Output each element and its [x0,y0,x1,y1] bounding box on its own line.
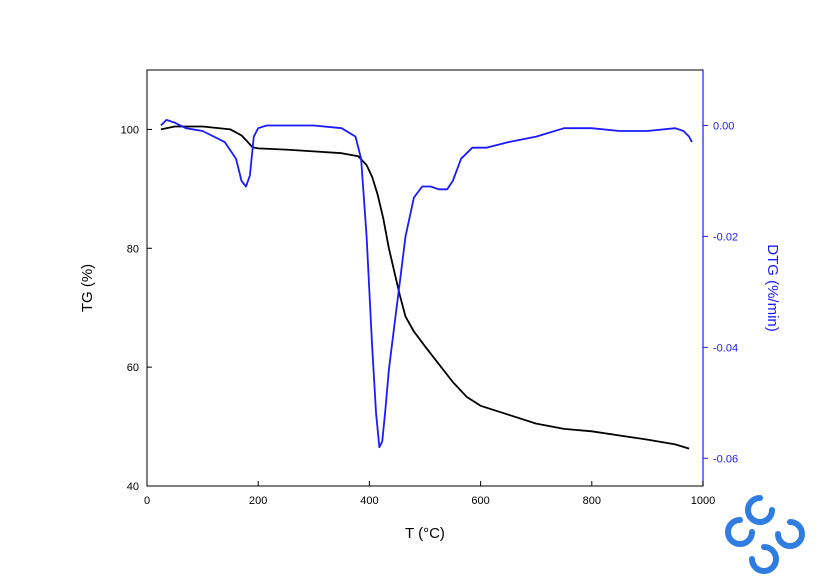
plot-frame [146,69,704,487]
y-left-tick-label: 80 [127,243,139,255]
x-tick-label: 200 [249,495,267,507]
x-tick-label: 800 [583,495,601,507]
x-tick-label: 600 [471,495,489,507]
x-tick-label: 1000 [691,495,715,507]
y-left-tick-label: 100 [121,124,139,136]
cs-logo-icon [725,495,805,574]
y-left-tick-label: 60 [127,362,139,374]
x-tick-label: 0 [144,495,150,507]
x-tick-label: 400 [360,495,378,507]
y-right-tick-label: -0.06 [713,453,738,465]
y-right-tick-label: 0.00 [713,120,734,132]
y-right-tick-label: -0.04 [713,342,738,354]
y-axis-right-title: DTG (%/min) [764,244,781,332]
dtg-curve [160,119,693,449]
y-axis-left-title: TG (%) [79,264,96,312]
y-right-tick-label: -0.02 [713,231,738,243]
x-axis-title: T (°C) [405,525,445,542]
y-left-tick-label: 40 [127,481,139,493]
tg-curve [160,125,690,450]
